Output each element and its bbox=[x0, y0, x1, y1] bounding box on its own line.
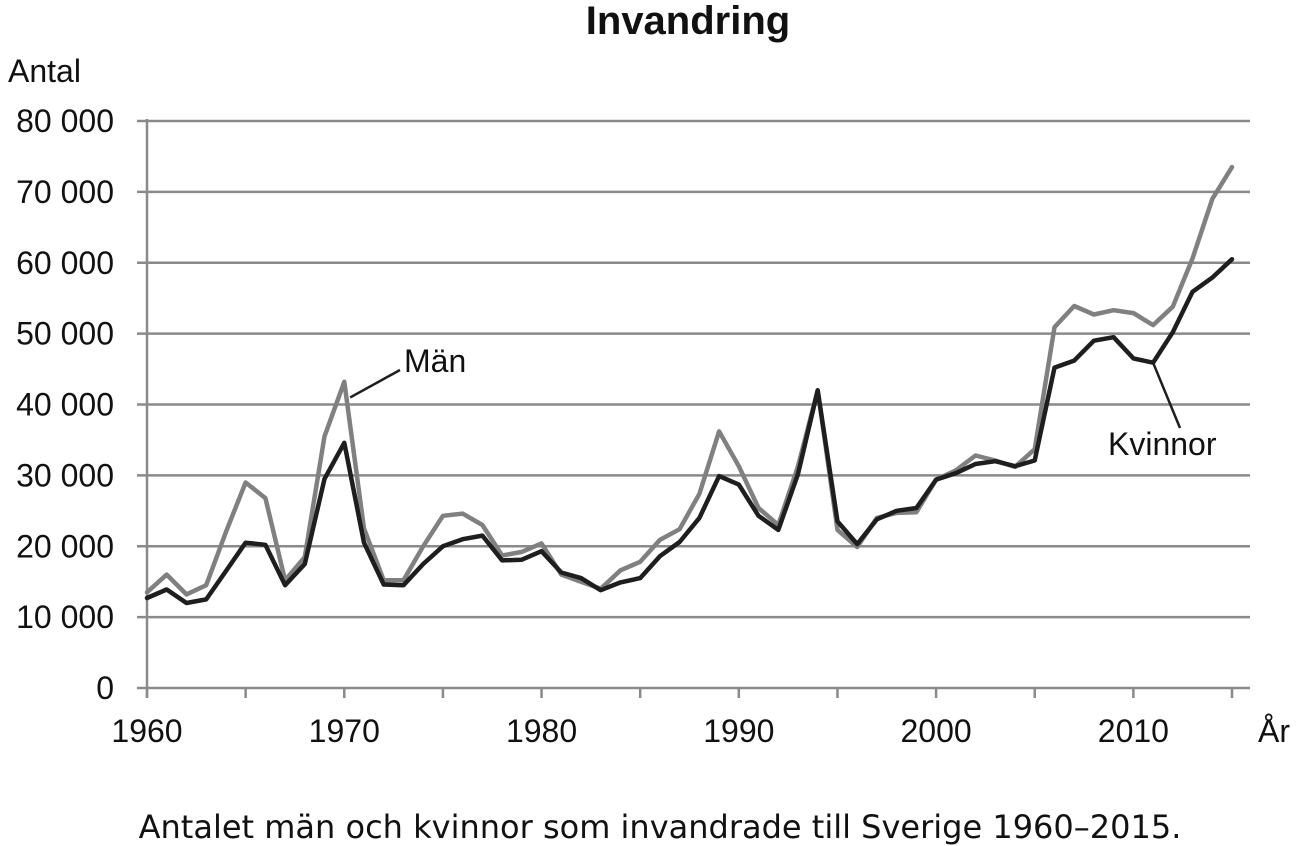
annotation-leader-man bbox=[349, 368, 401, 399]
y-axis-label: Antal bbox=[8, 53, 81, 89]
y-tick-label: 60 000 bbox=[16, 245, 114, 281]
annotations: Män Kvinnor bbox=[349, 343, 1217, 462]
y-tick-label: 10 000 bbox=[16, 599, 114, 635]
annotation-label-man: Män bbox=[404, 343, 466, 379]
x-tick-label: 2000 bbox=[900, 713, 971, 749]
x-tick-label: 1990 bbox=[703, 713, 774, 749]
y-tick-label: 80 000 bbox=[16, 103, 114, 139]
y-tick-label: 30 000 bbox=[16, 457, 114, 493]
y-tick-label: 20 000 bbox=[16, 528, 114, 564]
annotation-label-kvinnor: Kvinnor bbox=[1108, 426, 1217, 462]
x-tick-label: 2010 bbox=[1098, 713, 1169, 749]
y-tick-label: 40 000 bbox=[16, 387, 114, 423]
x-tick-label: 1960 bbox=[111, 713, 182, 749]
y-tick-label: 0 bbox=[96, 670, 114, 706]
chart-title: Invandring bbox=[586, 0, 790, 43]
gridlines bbox=[147, 119, 1250, 619]
tick-labels: 0 10 000 20 000 30 000 40 000 50 000 60 000 70 … bbox=[8, 0, 1290, 749]
axes bbox=[137, 119, 1250, 698]
x-tick-label: 1970 bbox=[309, 713, 380, 749]
series-line-män bbox=[144, 164, 1235, 597]
series-line-kvinnor bbox=[144, 256, 1235, 606]
y-tick-label: 50 000 bbox=[16, 316, 114, 352]
series-lines bbox=[144, 164, 1235, 606]
annotation-leader-kvinnor bbox=[1151, 362, 1182, 429]
immigration-line-chart: 0 10 000 20 000 30 000 40 000 50 000 60 000 70 … bbox=[8, 0, 1290, 749]
x-tick-label: 1980 bbox=[506, 713, 577, 749]
x-axis-label: År bbox=[1258, 713, 1290, 749]
y-tick-label: 70 000 bbox=[16, 174, 114, 210]
figure-caption: Antalet män och kvinnor som invandrade t… bbox=[138, 808, 1182, 846]
